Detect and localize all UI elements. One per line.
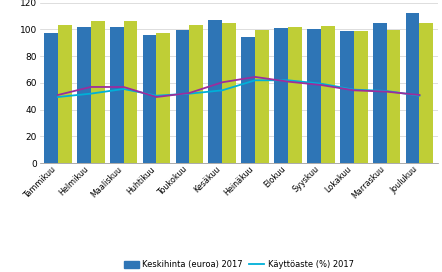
Bar (110, 27, 124, 163)
Bar (373, 23, 387, 163)
Bar (58, 26, 72, 163)
Bar (124, 21, 137, 163)
Bar (44, 33, 58, 163)
Bar (222, 23, 236, 163)
Bar (406, 13, 419, 163)
Bar (91, 21, 105, 163)
Bar (274, 28, 288, 163)
Bar (189, 26, 203, 163)
Bar (143, 35, 156, 163)
Bar (340, 31, 354, 163)
Bar (175, 30, 189, 163)
Bar (209, 20, 222, 163)
Bar (156, 33, 170, 163)
Bar (288, 27, 302, 163)
Bar (387, 30, 400, 163)
Bar (255, 30, 269, 163)
Bar (77, 27, 91, 163)
Bar (241, 37, 255, 163)
Legend: Keskihinta (euroa) 2017, Keskihinta (euroa) 2018, Käyttöaste (%) 2017, Käyttöast: Keskihinta (euroa) 2017, Keskihinta (eur… (124, 261, 354, 272)
Bar (321, 26, 335, 163)
Bar (307, 29, 321, 163)
Bar (354, 31, 368, 163)
Bar (419, 23, 433, 163)
